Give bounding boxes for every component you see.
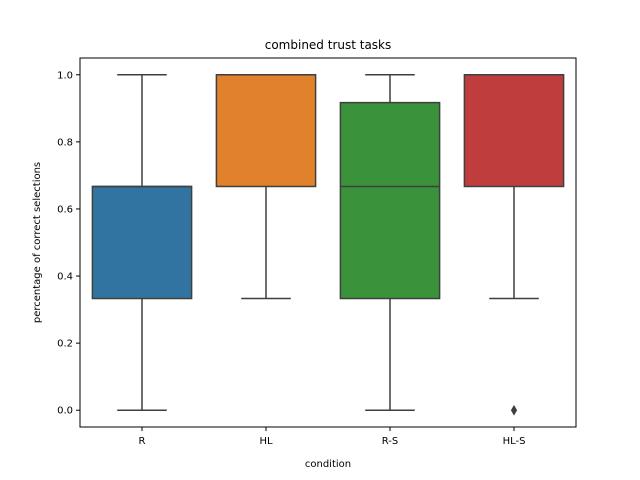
x-tick-label: R-S [382,436,399,447]
y-tick-label: 0.2 [57,339,73,350]
box-iqr [463,74,565,188]
box-iqr [215,74,317,188]
axes-frame [79,57,577,428]
y-axis-title: percentage of correct selections [32,162,43,323]
y-tick-label: 0.4 [57,272,73,283]
y-tick-label: 0.6 [57,204,73,215]
box-HL [215,74,317,300]
box-iqr [91,185,193,300]
box-R-S [339,74,441,411]
y-tick-label: 0.8 [57,137,73,148]
y-tick-label: 0.0 [57,406,73,417]
outlier-point [510,404,518,416]
y-axis: 0.0 0.2 0.4 0.6 0.8 1.0 [57,70,80,417]
chart-title: combined trust tasks [265,38,392,52]
x-tick-label: R [139,436,146,447]
y-tick-label: 1.0 [57,70,73,81]
box-iqr [339,101,441,300]
x-tick-label: HL-S [503,436,526,447]
x-axis: R HL R-S HL-S [139,427,526,447]
x-axis-title: condition [305,459,351,470]
x-tick-label: HL [259,436,273,447]
box-R [91,74,193,411]
plot-layer [91,74,565,416]
box-HL-S [463,74,565,416]
